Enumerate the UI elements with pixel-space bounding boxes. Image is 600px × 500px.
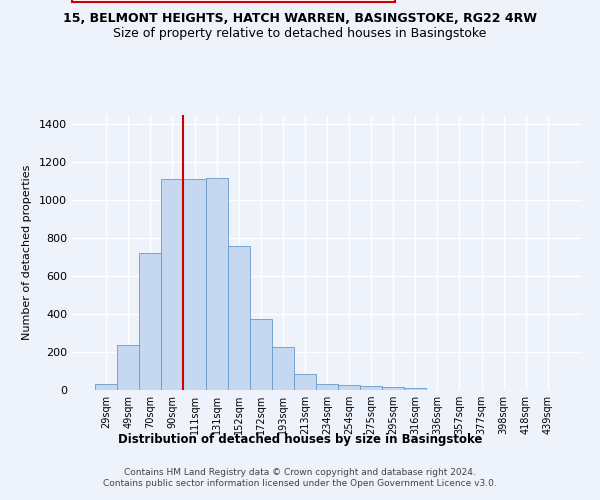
Bar: [272, 348, 294, 390]
Bar: [206, 178, 227, 390]
Bar: [404, 388, 427, 390]
Bar: [360, 386, 382, 390]
Bar: [227, 246, 250, 390]
Bar: [184, 178, 206, 390]
Bar: [338, 386, 360, 390]
Text: 15, BELMONT HEIGHTS, HATCH WARREN, BASINGSTOKE, RG22 4RW: 15, BELMONT HEIGHTS, HATCH WARREN, BASIN…: [63, 12, 537, 26]
Bar: [316, 384, 338, 390]
Text: Contains HM Land Registry data © Crown copyright and database right 2024.
Contai: Contains HM Land Registry data © Crown c…: [103, 468, 497, 487]
Text: Size of property relative to detached houses in Basingstoke: Size of property relative to detached ho…: [113, 28, 487, 40]
Y-axis label: Number of detached properties: Number of detached properties: [22, 165, 32, 340]
Bar: [382, 387, 404, 390]
Bar: [117, 346, 139, 390]
Bar: [95, 384, 117, 390]
Text: Distribution of detached houses by size in Basingstoke: Distribution of detached houses by size …: [118, 432, 482, 446]
Bar: [161, 180, 184, 390]
Bar: [250, 319, 272, 390]
Bar: [294, 374, 316, 390]
Bar: [139, 252, 161, 390]
